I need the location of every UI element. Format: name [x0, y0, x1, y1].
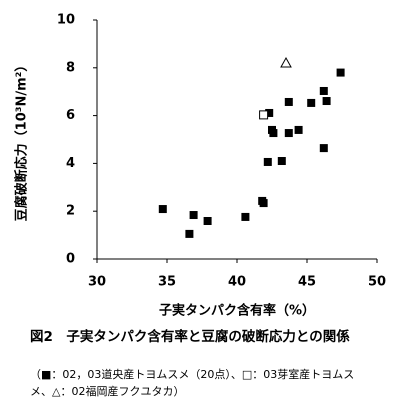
point: [158, 205, 167, 214]
point: [189, 211, 198, 220]
point: [241, 212, 250, 221]
point: [269, 129, 278, 138]
point: [280, 56, 292, 68]
caption: 図2 子実タンパク含有率と豆腐の破断応力との関係: [30, 329, 350, 345]
y-axis-label: 豆腐破断応力（10³N/m²）: [14, 59, 30, 222]
point: [185, 229, 194, 238]
point: [336, 68, 345, 77]
point: [307, 98, 316, 107]
x-tick-label: 30: [88, 275, 106, 290]
caption-note: （■：02，03道央産トヨムスメ（20点）、□：03芽室産トヨムスメ、△：02福…: [30, 368, 355, 398]
point: [265, 108, 274, 117]
x-axis-label: 子実タンパク含有率（%）: [159, 303, 315, 319]
y-tick-label: 8: [66, 60, 75, 75]
x-tick-label: 50: [368, 275, 386, 290]
x-tick-label: 40: [228, 275, 246, 290]
point: [259, 199, 268, 208]
y-tick-label: 0: [66, 252, 75, 267]
x-tick-label: 35: [158, 275, 176, 290]
x-tick-label: 45: [298, 275, 316, 290]
y-tick-label: 4: [66, 156, 75, 171]
point: [294, 125, 303, 134]
point: [203, 216, 212, 225]
point: [322, 97, 331, 106]
point: [284, 97, 293, 106]
point: [263, 157, 272, 166]
point: [319, 144, 328, 153]
point: [277, 157, 286, 166]
point: [259, 110, 269, 120]
point: [284, 129, 293, 138]
y-tick-label: 6: [66, 108, 75, 123]
chart: 子実タンパク含有率（%） 豆腐破断応力（10³N/m²） 0 2 4 6 8 10 30 35…: [14, 13, 387, 319]
y-tick-label: 2: [66, 204, 75, 219]
y-tick-label: 10: [57, 13, 75, 28]
point: [319, 86, 328, 95]
